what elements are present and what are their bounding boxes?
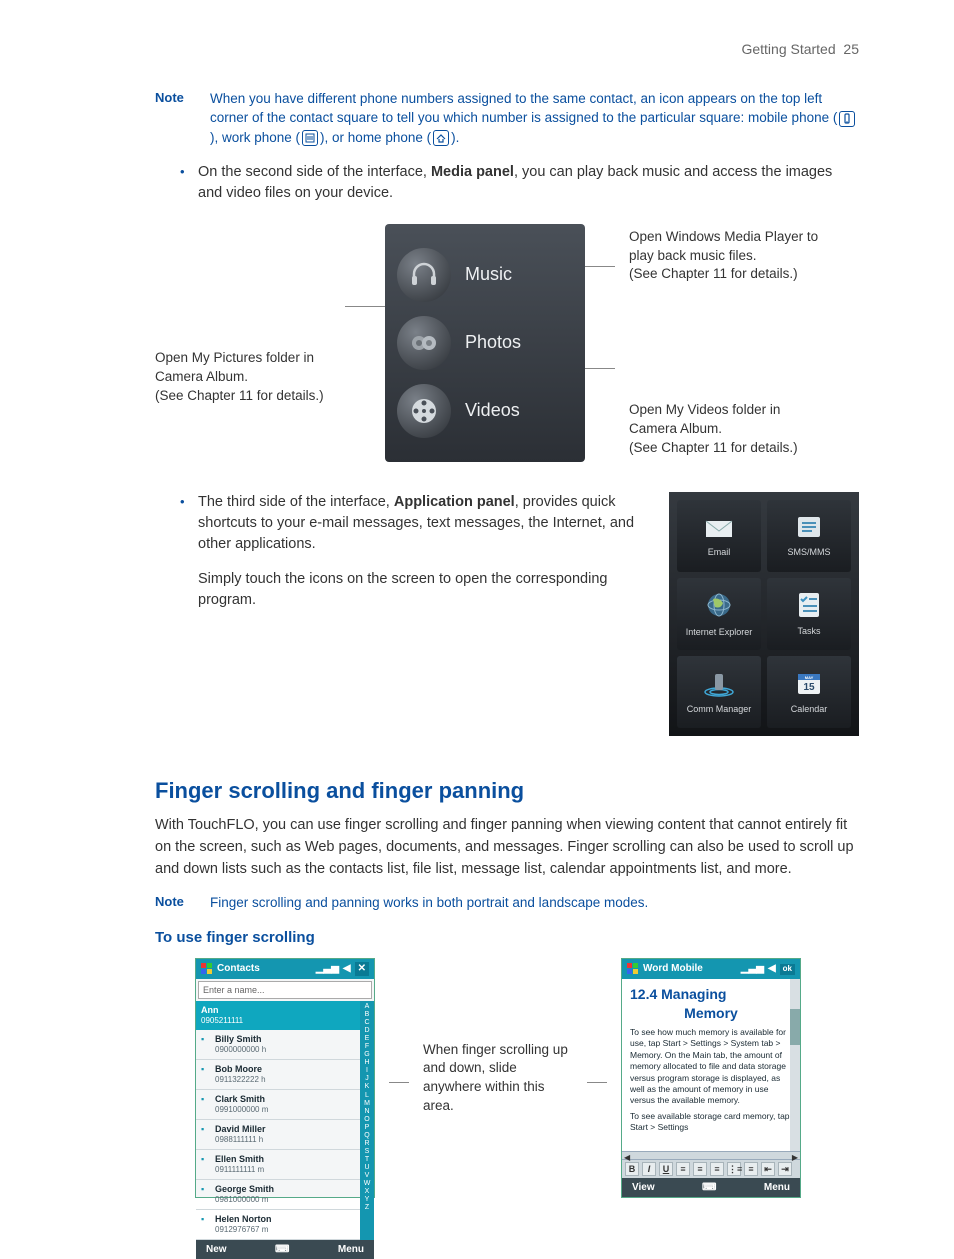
softkey-view[interactable]: View [632, 1181, 655, 1195]
globe-icon [703, 589, 735, 621]
word-document-area[interactable]: 12.4 Managing Memory To see how much mem… [622, 979, 800, 1151]
page-header: Getting Started 25 [155, 40, 859, 59]
application-panel: Email SMS/MMS Internet Explorer Tasks Co… [669, 492, 859, 736]
close-icon[interactable]: ✕ [355, 962, 369, 976]
bullet-media-panel: • On the second side of the interface, M… [180, 162, 859, 204]
align-left-button[interactable]: ≡ [676, 1162, 690, 1176]
app-tasks[interactable]: Tasks [767, 578, 851, 650]
align-center-button[interactable]: ≡ [693, 1162, 707, 1176]
windows-flag-icon [627, 963, 639, 975]
media-panel: Music Photos Videos [385, 224, 585, 462]
scroll-callout: When finger scrolling up and down, slide… [423, 1041, 573, 1117]
alpha-index[interactable]: ABCDEFGHIJKLMNOPQRSTUVWXYZ [360, 1001, 374, 1240]
comm-manager-icon [701, 668, 737, 698]
word-titlebar: Word Mobile ▁▃▅ ◀ ok [622, 959, 800, 979]
media-label-music: Music [465, 262, 512, 286]
envelope-icon [702, 513, 736, 541]
work-phone-icon [302, 130, 318, 146]
softkey-new[interactable]: New [206, 1243, 227, 1257]
app-comm-manager[interactable]: Comm Manager [677, 656, 761, 728]
contact-row[interactable]: ▪David Miller0988111111 h [196, 1120, 360, 1150]
note-scroll-modes: Note Finger scrolling and panning works … [155, 893, 859, 913]
numbering-button[interactable]: ≡ [744, 1162, 758, 1176]
media-item-videos[interactable]: Videos [397, 384, 573, 438]
media-item-photos[interactable]: Photos [397, 316, 573, 370]
contacts-screenshot: Contacts ▁▃▅ ◀ ✕ Enter a name... Ann 090… [195, 958, 375, 1198]
signal-icon: ▁▃▅ [741, 962, 764, 976]
section-name: Getting Started [741, 41, 835, 57]
underline-button[interactable]: U [659, 1162, 673, 1176]
speaker-icon: ◀ [343, 962, 351, 976]
film-reel-icon [397, 384, 451, 438]
media-label-videos: Videos [465, 398, 520, 422]
bold-button[interactable]: B [625, 1162, 639, 1176]
callout-videos: Open My Videos folder in Camera Album. (… [629, 401, 829, 458]
media-panel-figure: Open My Pictures folder in Camera Album.… [155, 224, 859, 462]
contact-row[interactable]: ▪Clark Smith0991000000 m [196, 1090, 360, 1120]
callout-music: Open Windows Media Player to play back m… [629, 228, 829, 285]
app-panel-figure: • The third side of the interface, Appli… [155, 492, 859, 736]
calendar-icon: MAY 15 [794, 668, 824, 698]
word-mobile-screenshot: Word Mobile ▁▃▅ ◀ ok 12.4 Managing Memor… [621, 958, 801, 1198]
scrollbar[interactable] [790, 979, 800, 1151]
outdent-button[interactable]: ⇤ [761, 1162, 775, 1176]
svg-text:MAY: MAY [805, 675, 814, 680]
heading-to-use: To use finger scrolling [155, 928, 859, 948]
keyboard-icon[interactable]: ⌨ [275, 1243, 289, 1257]
svg-text:15: 15 [803, 682, 815, 693]
photos-icon [397, 316, 451, 370]
app-calendar[interactable]: MAY15 Calendar [767, 656, 851, 728]
softkey-menu[interactable]: Menu [338, 1243, 364, 1257]
note-label: Note [155, 89, 210, 148]
app-email[interactable]: Email [677, 500, 761, 572]
tasks-icon [795, 590, 823, 620]
bullet-app-panel: • The third side of the interface, Appli… [180, 492, 639, 555]
callout-photos: Open My Pictures folder in Camera Album.… [155, 349, 345, 406]
contact-row[interactable]: ▪Bob Moore0911322222 h [196, 1060, 360, 1090]
mobile-phone-icon [839, 111, 855, 127]
contact-row[interactable]: ▪George Smith0981000000 m [196, 1180, 360, 1210]
italic-button[interactable]: I [642, 1162, 656, 1176]
contacts-softkey-bar: New ⌨ Menu [196, 1240, 374, 1259]
page-number: 25 [843, 41, 859, 57]
word-softkey-bar: View ⌨ Menu [622, 1178, 800, 1198]
bullet-dot: • [180, 162, 198, 204]
contact-selected[interactable]: Ann 0905211111 [196, 1001, 360, 1030]
finger-scroll-figure: Contacts ▁▃▅ ◀ ✕ Enter a name... Ann 090… [195, 958, 859, 1198]
align-right-button[interactable]: ≡ [710, 1162, 724, 1176]
contacts-search-input[interactable]: Enter a name... [198, 981, 372, 999]
contact-row[interactable]: ▪Helen Norton0912976767 m [196, 1210, 360, 1240]
softkey-menu[interactable]: Menu [764, 1181, 790, 1195]
contacts-titlebar: Contacts ▁▃▅ ◀ ✕ [196, 959, 374, 979]
app-instruction: Simply touch the icons on the screen to … [198, 569, 639, 611]
word-format-toolbar: B I U ≡ ≡ ≡ ⋮≡ ≡ ⇤ ⇥ [622, 1159, 800, 1178]
heading-finger-scrolling: Finger scrolling and finger panning [155, 776, 859, 806]
bullets-button[interactable]: ⋮≡ [727, 1162, 741, 1176]
signal-icon: ▁▃▅ [316, 962, 339, 976]
windows-flag-icon [201, 963, 213, 975]
home-phone-icon [433, 130, 449, 146]
keyboard-icon[interactable]: ⌨ [702, 1181, 716, 1195]
app-sms[interactable]: SMS/MMS [767, 500, 851, 572]
media-item-music[interactable]: Music [397, 248, 573, 302]
note-phone-icons: Note When you have different phone numbe… [155, 89, 859, 148]
contact-row[interactable]: ▪Ellen Smith0911111111 m [196, 1150, 360, 1180]
speaker-icon: ◀ [768, 962, 776, 976]
headphones-icon [397, 248, 451, 302]
ok-button[interactable]: ok [780, 964, 795, 975]
contact-row[interactable]: ▪Billy Smith0900000000 h [196, 1030, 360, 1060]
indent-button[interactable]: ⇥ [778, 1162, 792, 1176]
media-label-photos: Photos [465, 330, 521, 354]
sms-icon [794, 513, 824, 541]
intro-paragraph: With TouchFLO, you can use finger scroll… [155, 815, 859, 880]
contacts-list[interactable]: Ann 0905211111 ▪Billy Smith0900000000 h▪… [196, 1001, 360, 1240]
note-text: When you have different phone numbers as… [210, 89, 859, 148]
app-ie[interactable]: Internet Explorer [677, 578, 761, 650]
